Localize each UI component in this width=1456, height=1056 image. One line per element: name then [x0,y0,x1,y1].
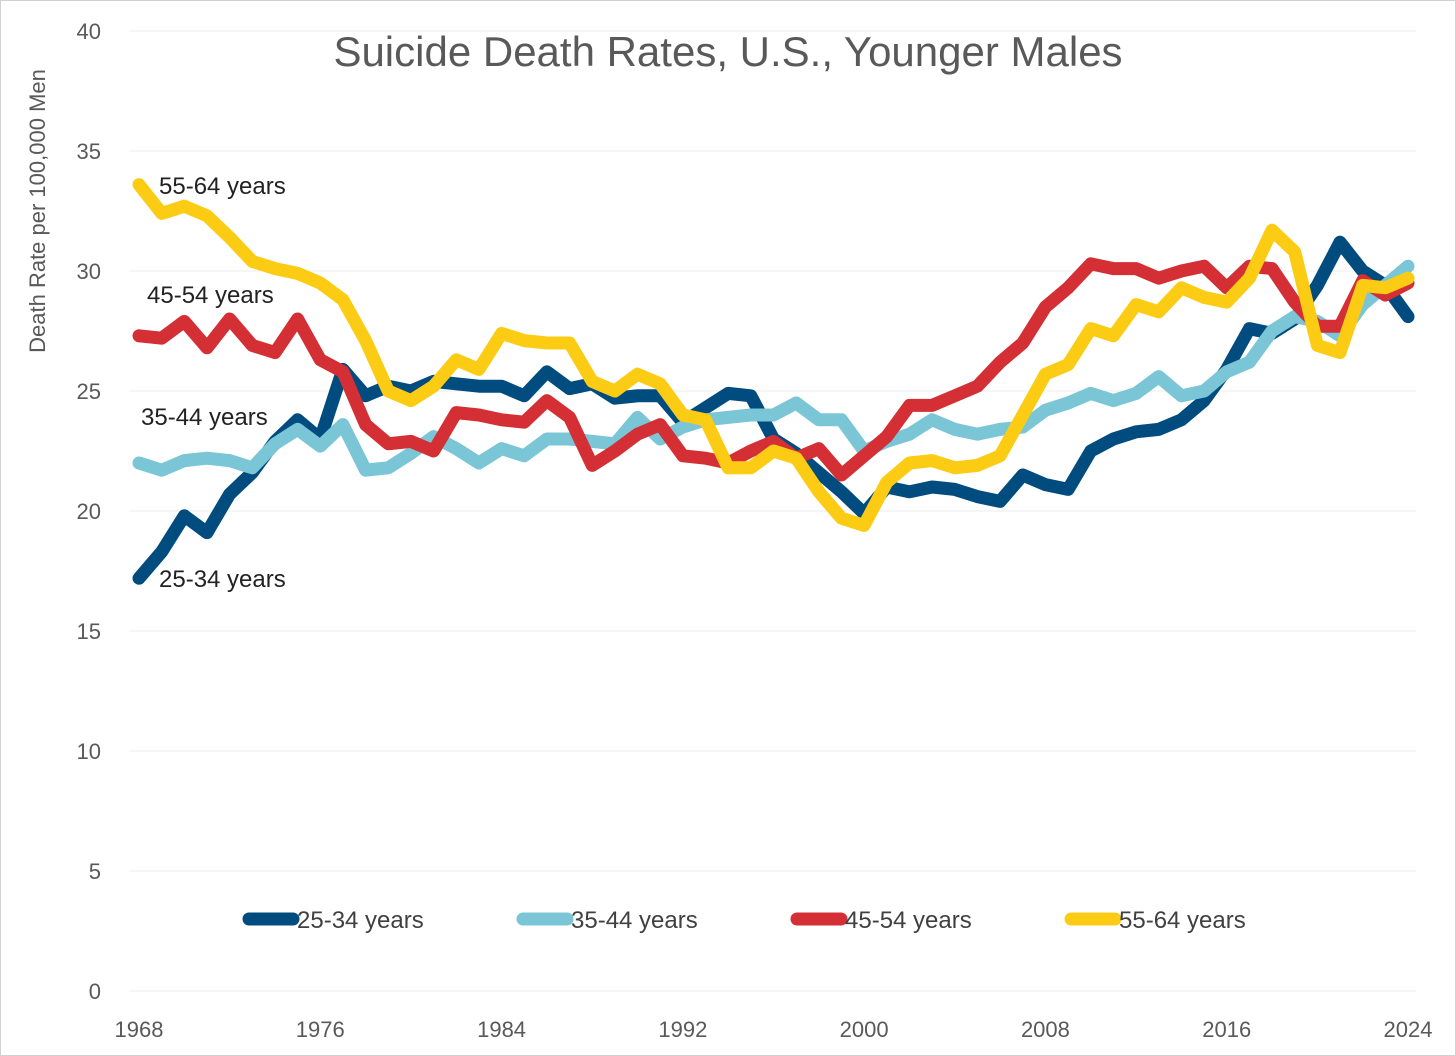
chart-title: Suicide Death Rates, U.S., Younger Males [333,28,1122,75]
y-axis-ticks: 0 5 10 15 20 25 30 35 40 [77,19,101,1004]
annotation-25-34-years: 25-34 years [159,566,286,593]
y-axis-label: Death Rate per 100,000 Men [25,69,50,353]
x-tick-label: 2024 [1384,1017,1433,1042]
series-line-35-44-years [132,259,1415,477]
annotation-45-54-years: 45-54 years [147,282,274,309]
y-tick-label: 10 [77,739,101,764]
y-tick-label: 20 [77,499,101,524]
x-axis-ticks: 1968 1976 1984 1992 2000 2008 2016 2024 [115,1017,1433,1042]
legend-label: 35-44 years [571,907,698,934]
x-tick-label: 1968 [115,1017,164,1042]
x-tick-label: 2008 [1021,1017,1070,1042]
annotation-55-64-years: 55-64 years [159,173,286,200]
series-line-55-64-years [132,178,1415,532]
gridlines [129,30,1416,992]
y-tick-label: 15 [77,619,101,644]
x-tick-label: 2016 [1202,1017,1251,1042]
y-tick-label: 5 [89,859,101,884]
x-tick-label: 1992 [658,1017,707,1042]
legend-label: 25-34 years [297,907,424,934]
legend-label: 45-54 years [845,907,972,934]
x-tick-label: 1976 [296,1017,345,1042]
series-lines [132,178,1415,585]
x-tick-label: 2000 [840,1017,889,1042]
y-tick-label: 0 [89,979,101,1004]
legend-label: 55-64 years [1119,907,1246,934]
y-tick-label: 30 [77,259,101,284]
annotation-35-44-years: 35-44 years [141,404,268,431]
series-annotations: 25-34 years 35-44 years 45-54 years 55-64 y… [141,173,286,593]
x-tick-label: 1984 [477,1017,526,1042]
y-tick-label: 35 [77,139,101,164]
y-tick-label: 40 [77,19,101,44]
y-tick-label: 25 [77,379,101,404]
series-line-45-54-years [132,257,1415,482]
legend: 25-34 years 35-44 years 45-54 years 55-64 y… [242,907,1246,934]
